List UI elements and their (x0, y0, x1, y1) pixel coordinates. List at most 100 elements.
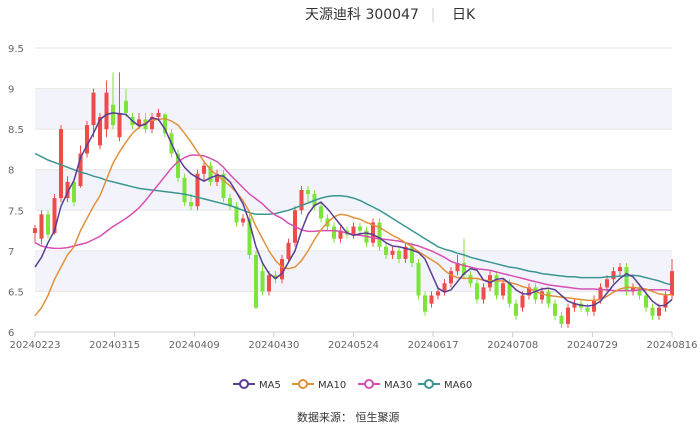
candle-body (630, 287, 636, 292)
ma30-line (34, 154, 673, 292)
candle (416, 258, 421, 300)
candle-body (539, 291, 545, 300)
candle (182, 173, 187, 207)
candle (58, 125, 64, 203)
candle-body (357, 226, 363, 231)
candle (234, 202, 239, 227)
candle (403, 242, 408, 264)
legend-label-ma30: MA30 (384, 380, 412, 391)
candle-body (266, 275, 272, 292)
candle (84, 121, 90, 158)
candle-body (565, 307, 571, 324)
candle (162, 112, 168, 138)
candle (429, 291, 434, 308)
candle (565, 303, 571, 328)
candle-body (162, 114, 168, 134)
candle-body (104, 92, 109, 130)
candle (305, 185, 311, 203)
candle-body (663, 295, 668, 308)
candle (266, 271, 272, 296)
candle-body (201, 165, 207, 174)
x-tick-label: 20240315 (89, 340, 140, 351)
y-tick-label: 8 (8, 166, 14, 177)
candle (195, 169, 200, 211)
candle (208, 161, 213, 186)
candle (221, 169, 226, 203)
candle (461, 238, 467, 280)
candle (357, 222, 363, 235)
candle (286, 238, 291, 264)
candle (188, 194, 194, 211)
legend-label-ma10: MA10 (318, 380, 346, 391)
candle-body (260, 271, 265, 292)
candle-body (370, 222, 376, 243)
candle (474, 279, 480, 304)
candle-body (435, 291, 441, 296)
candle (500, 279, 506, 300)
legend-marker-ma10 (298, 379, 308, 389)
candle-body (39, 214, 44, 239)
candle-body (390, 250, 395, 255)
candle (117, 72, 122, 142)
candle-body (422, 295, 428, 312)
candle (669, 258, 675, 300)
candle (71, 177, 77, 207)
candle (643, 291, 649, 312)
y-tick-label: 9 (8, 85, 14, 96)
x-tick-label: 20240816 (647, 340, 698, 351)
candle (390, 246, 395, 259)
candle (513, 299, 519, 320)
candle (370, 218, 376, 247)
legend: MA5 MA10 MA30 MA60 (233, 379, 472, 391)
candle-body (643, 295, 649, 308)
candle (650, 303, 655, 320)
candle-body (585, 307, 590, 312)
candle (422, 291, 428, 316)
candle-body (468, 275, 473, 284)
candle-body (572, 303, 577, 308)
candle (65, 176, 70, 203)
candle (123, 88, 129, 117)
candle-body (409, 246, 415, 264)
y-tick-label: 6 (8, 328, 14, 339)
candle-body (656, 307, 662, 316)
legend-item-ma30[interactable]: MA30 (358, 379, 412, 391)
x-tick-label: 20240223 (10, 340, 61, 351)
candle-body (377, 222, 382, 247)
candle-body (318, 206, 324, 219)
candle (32, 224, 38, 243)
candle-body (234, 206, 239, 223)
candle (494, 271, 499, 300)
legend-marker-ma5 (239, 379, 249, 389)
y-tick-label: 7.5 (8, 206, 24, 217)
candle-body (448, 271, 454, 284)
candle-body (32, 228, 38, 234)
legend-label-ma5: MA5 (259, 380, 281, 391)
candle-body (513, 303, 519, 316)
candle-body (500, 283, 506, 296)
candle-body (214, 173, 220, 182)
candle (201, 161, 207, 182)
candle (435, 287, 441, 300)
candle (104, 80, 109, 138)
candle-body (123, 100, 129, 113)
candle-body (338, 230, 343, 239)
legend-item-ma10[interactable]: MA10 (292, 379, 346, 391)
candle-body (247, 218, 252, 255)
candle-body (331, 226, 337, 239)
candle (149, 112, 155, 134)
candle (611, 267, 616, 284)
candle-body (149, 116, 155, 130)
candle-body (494, 275, 499, 296)
candle-body (507, 283, 512, 304)
candle-body (403, 246, 408, 259)
candle-body (416, 263, 421, 296)
y-tick-label: 8.5 (8, 125, 24, 136)
y-tick-label: 6.5 (8, 287, 24, 298)
legend-item-ma60[interactable]: MA60 (418, 379, 472, 391)
legend-item-ma5[interactable]: MA5 (233, 379, 281, 391)
plot-band (35, 291, 672, 332)
candle-body (520, 295, 525, 308)
candle-body (481, 287, 486, 300)
candle-body (227, 198, 233, 207)
